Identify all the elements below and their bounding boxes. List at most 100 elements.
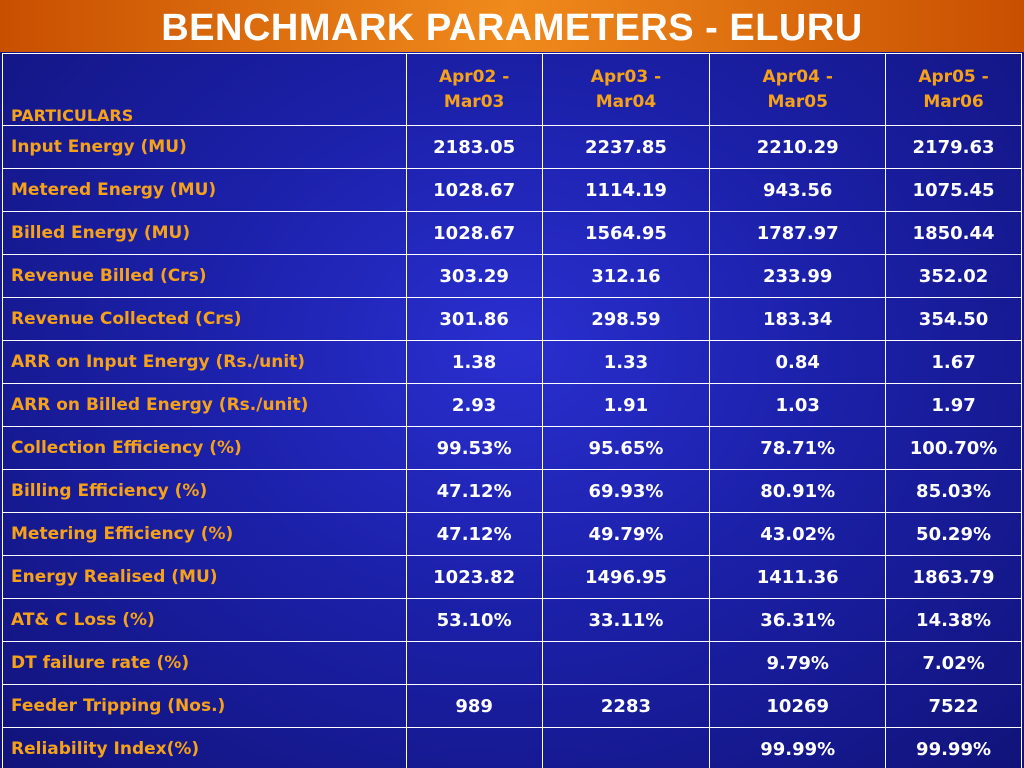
period-header-line1: Apr04 -	[762, 66, 833, 87]
table-row: Billing Efficiency (%) 47.12% 69.93% 80.91%…	[2, 469, 1022, 513]
value-cell: 352.02	[885, 254, 1022, 298]
value-cell: 10269	[709, 684, 887, 728]
benchmark-table: PARTICULARS Apr02 - Mar03 Apr03 - Mar04 …	[2, 53, 1022, 768]
value-cell: 1114.19	[541, 168, 711, 212]
value-cell: 99.99%	[709, 727, 887, 768]
table-row: ARR on Input Energy (Rs./unit) 1.38 1.33 0.…	[2, 340, 1022, 384]
table-row: Feeder Tripping (Nos.) 989 2283 10269 7522	[2, 684, 1022, 728]
period-header-line2: Mar04	[595, 91, 657, 112]
value-cell	[405, 641, 543, 685]
value-cell: 1.38	[405, 340, 543, 384]
row-label: Energy Realised (MU)	[2, 555, 407, 599]
row-label: Revenue Billed (Crs)	[2, 254, 407, 298]
value-cell: 1075.45	[885, 168, 1022, 212]
row-label: Metered Energy (MU)	[2, 168, 407, 212]
period-header-line2: Mar05	[767, 91, 828, 112]
period-header-line2: Mar06	[923, 91, 984, 112]
row-label: DT failure rate (%)	[2, 641, 407, 685]
table-row: ARR on Billed Energy (Rs./unit) 2.93 1.91 1…	[2, 383, 1022, 427]
value-cell: 943.56	[709, 168, 887, 212]
value-cell: 301.86	[405, 297, 543, 341]
value-cell: 298.59	[541, 297, 711, 341]
value-cell: 1564.95	[541, 211, 711, 255]
value-cell: 2179.63	[885, 125, 1022, 169]
table-row: AT& C Loss (%) 53.10% 33.11% 36.31% 14.38%	[2, 598, 1022, 642]
value-cell: 36.31%	[709, 598, 887, 642]
value-cell: 0.84	[709, 340, 887, 384]
value-cell: 50.29%	[885, 512, 1022, 556]
value-cell: 1023.82	[405, 555, 543, 599]
title-bar: BENCHMARK PARAMETERS - ELURU	[0, 0, 1024, 52]
value-cell: 1028.67	[405, 211, 543, 255]
particulars-header: PARTICULARS	[2, 53, 407, 126]
table-row: Reliability Index(%) 99.99% 99.99%	[2, 727, 1022, 768]
value-cell: 2183.05	[405, 125, 543, 169]
value-cell	[405, 727, 543, 768]
value-cell: 85.03%	[885, 469, 1022, 513]
value-cell: 183.34	[709, 297, 887, 341]
value-cell: 1496.95	[541, 555, 711, 599]
value-cell	[541, 727, 711, 768]
table-row: Metering Efficiency (%) 47.12% 49.79% 43.02…	[2, 512, 1022, 556]
row-label: ARR on Input Energy (Rs./unit)	[2, 340, 407, 384]
value-cell: 1850.44	[885, 211, 1022, 255]
period-header: Apr05 - Mar06	[885, 53, 1022, 126]
value-cell: 43.02%	[709, 512, 887, 556]
value-cell: 1.03	[709, 383, 887, 427]
row-label: Billing Efficiency (%)	[2, 469, 407, 513]
value-cell: 47.12%	[405, 512, 543, 556]
table-row: Collection Efficiency (%) 99.53% 95.65% 78.…	[2, 426, 1022, 470]
row-label: Billed Energy (MU)	[2, 211, 407, 255]
table-row: DT failure rate (%) 9.79% 7.02%	[2, 641, 1022, 685]
period-header: Apr04 - Mar05	[709, 53, 887, 126]
value-cell: 312.16	[541, 254, 711, 298]
value-cell: 2.93	[405, 383, 543, 427]
value-cell: 69.93%	[541, 469, 711, 513]
period-header-line1: Apr02 -	[438, 66, 510, 87]
table-row: Input Energy (MU) 2183.05 2237.85 2210.29 21…	[2, 125, 1022, 169]
value-cell: 2210.29	[709, 125, 887, 169]
value-cell: 1.91	[541, 383, 711, 427]
row-label: AT& C Loss (%)	[2, 598, 407, 642]
row-label: Input Energy (MU)	[2, 125, 407, 169]
table-row: Billed Energy (MU) 1028.67 1564.95 1787.97 1…	[2, 211, 1022, 255]
value-cell: 95.65%	[541, 426, 711, 470]
value-cell: 99.53%	[405, 426, 543, 470]
period-header-line2: Mar03	[443, 91, 505, 112]
value-cell: 9.79%	[709, 641, 887, 685]
table-row: Energy Realised (MU) 1023.82 1496.95 1411.3…	[2, 555, 1022, 599]
value-cell: 354.50	[885, 297, 1022, 341]
value-cell: 78.71%	[709, 426, 887, 470]
period-header-line1: Apr03 -	[590, 66, 662, 87]
period-header: Apr03 - Mar04	[541, 53, 711, 126]
value-cell: 47.12%	[405, 469, 543, 513]
value-cell: 1028.67	[405, 168, 543, 212]
value-cell	[541, 641, 711, 685]
value-cell: 80.91%	[709, 469, 887, 513]
value-cell: 49.79%	[541, 512, 711, 556]
row-label: Feeder Tripping (Nos.)	[2, 684, 407, 728]
value-cell: 1411.36	[709, 555, 887, 599]
value-cell: 99.99%	[885, 727, 1022, 768]
period-header-line1: Apr05 -	[918, 66, 989, 87]
value-cell: 1863.79	[885, 555, 1022, 599]
table-row: Revenue Billed (Crs) 303.29 312.16 233.99 35…	[2, 254, 1022, 298]
table-body: Input Energy (MU) 2183.05 2237.85 2210.29 21…	[2, 125, 1022, 768]
value-cell: 14.38%	[885, 598, 1022, 642]
row-label: Collection Efficiency (%)	[2, 426, 407, 470]
table-row: Metered Energy (MU) 1028.67 1114.19 943.56 1…	[2, 168, 1022, 212]
period-header: Apr02 - Mar03	[405, 53, 543, 126]
value-cell: 1.97	[885, 383, 1022, 427]
value-cell: 233.99	[709, 254, 887, 298]
value-cell: 2237.85	[541, 125, 711, 169]
row-label: Revenue Collected (Crs)	[2, 297, 407, 341]
value-cell: 303.29	[405, 254, 543, 298]
row-label: Metering Efficiency (%)	[2, 512, 407, 556]
page-title: BENCHMARK PARAMETERS - ELURU	[161, 7, 863, 49]
row-label: ARR on Billed Energy (Rs./unit)	[2, 383, 407, 427]
row-label: Reliability Index(%)	[2, 727, 407, 768]
value-cell: 2283	[541, 684, 711, 728]
table-header-row: PARTICULARS Apr02 - Mar03 Apr03 - Mar04 …	[2, 53, 1022, 126]
value-cell: 1787.97	[709, 211, 887, 255]
